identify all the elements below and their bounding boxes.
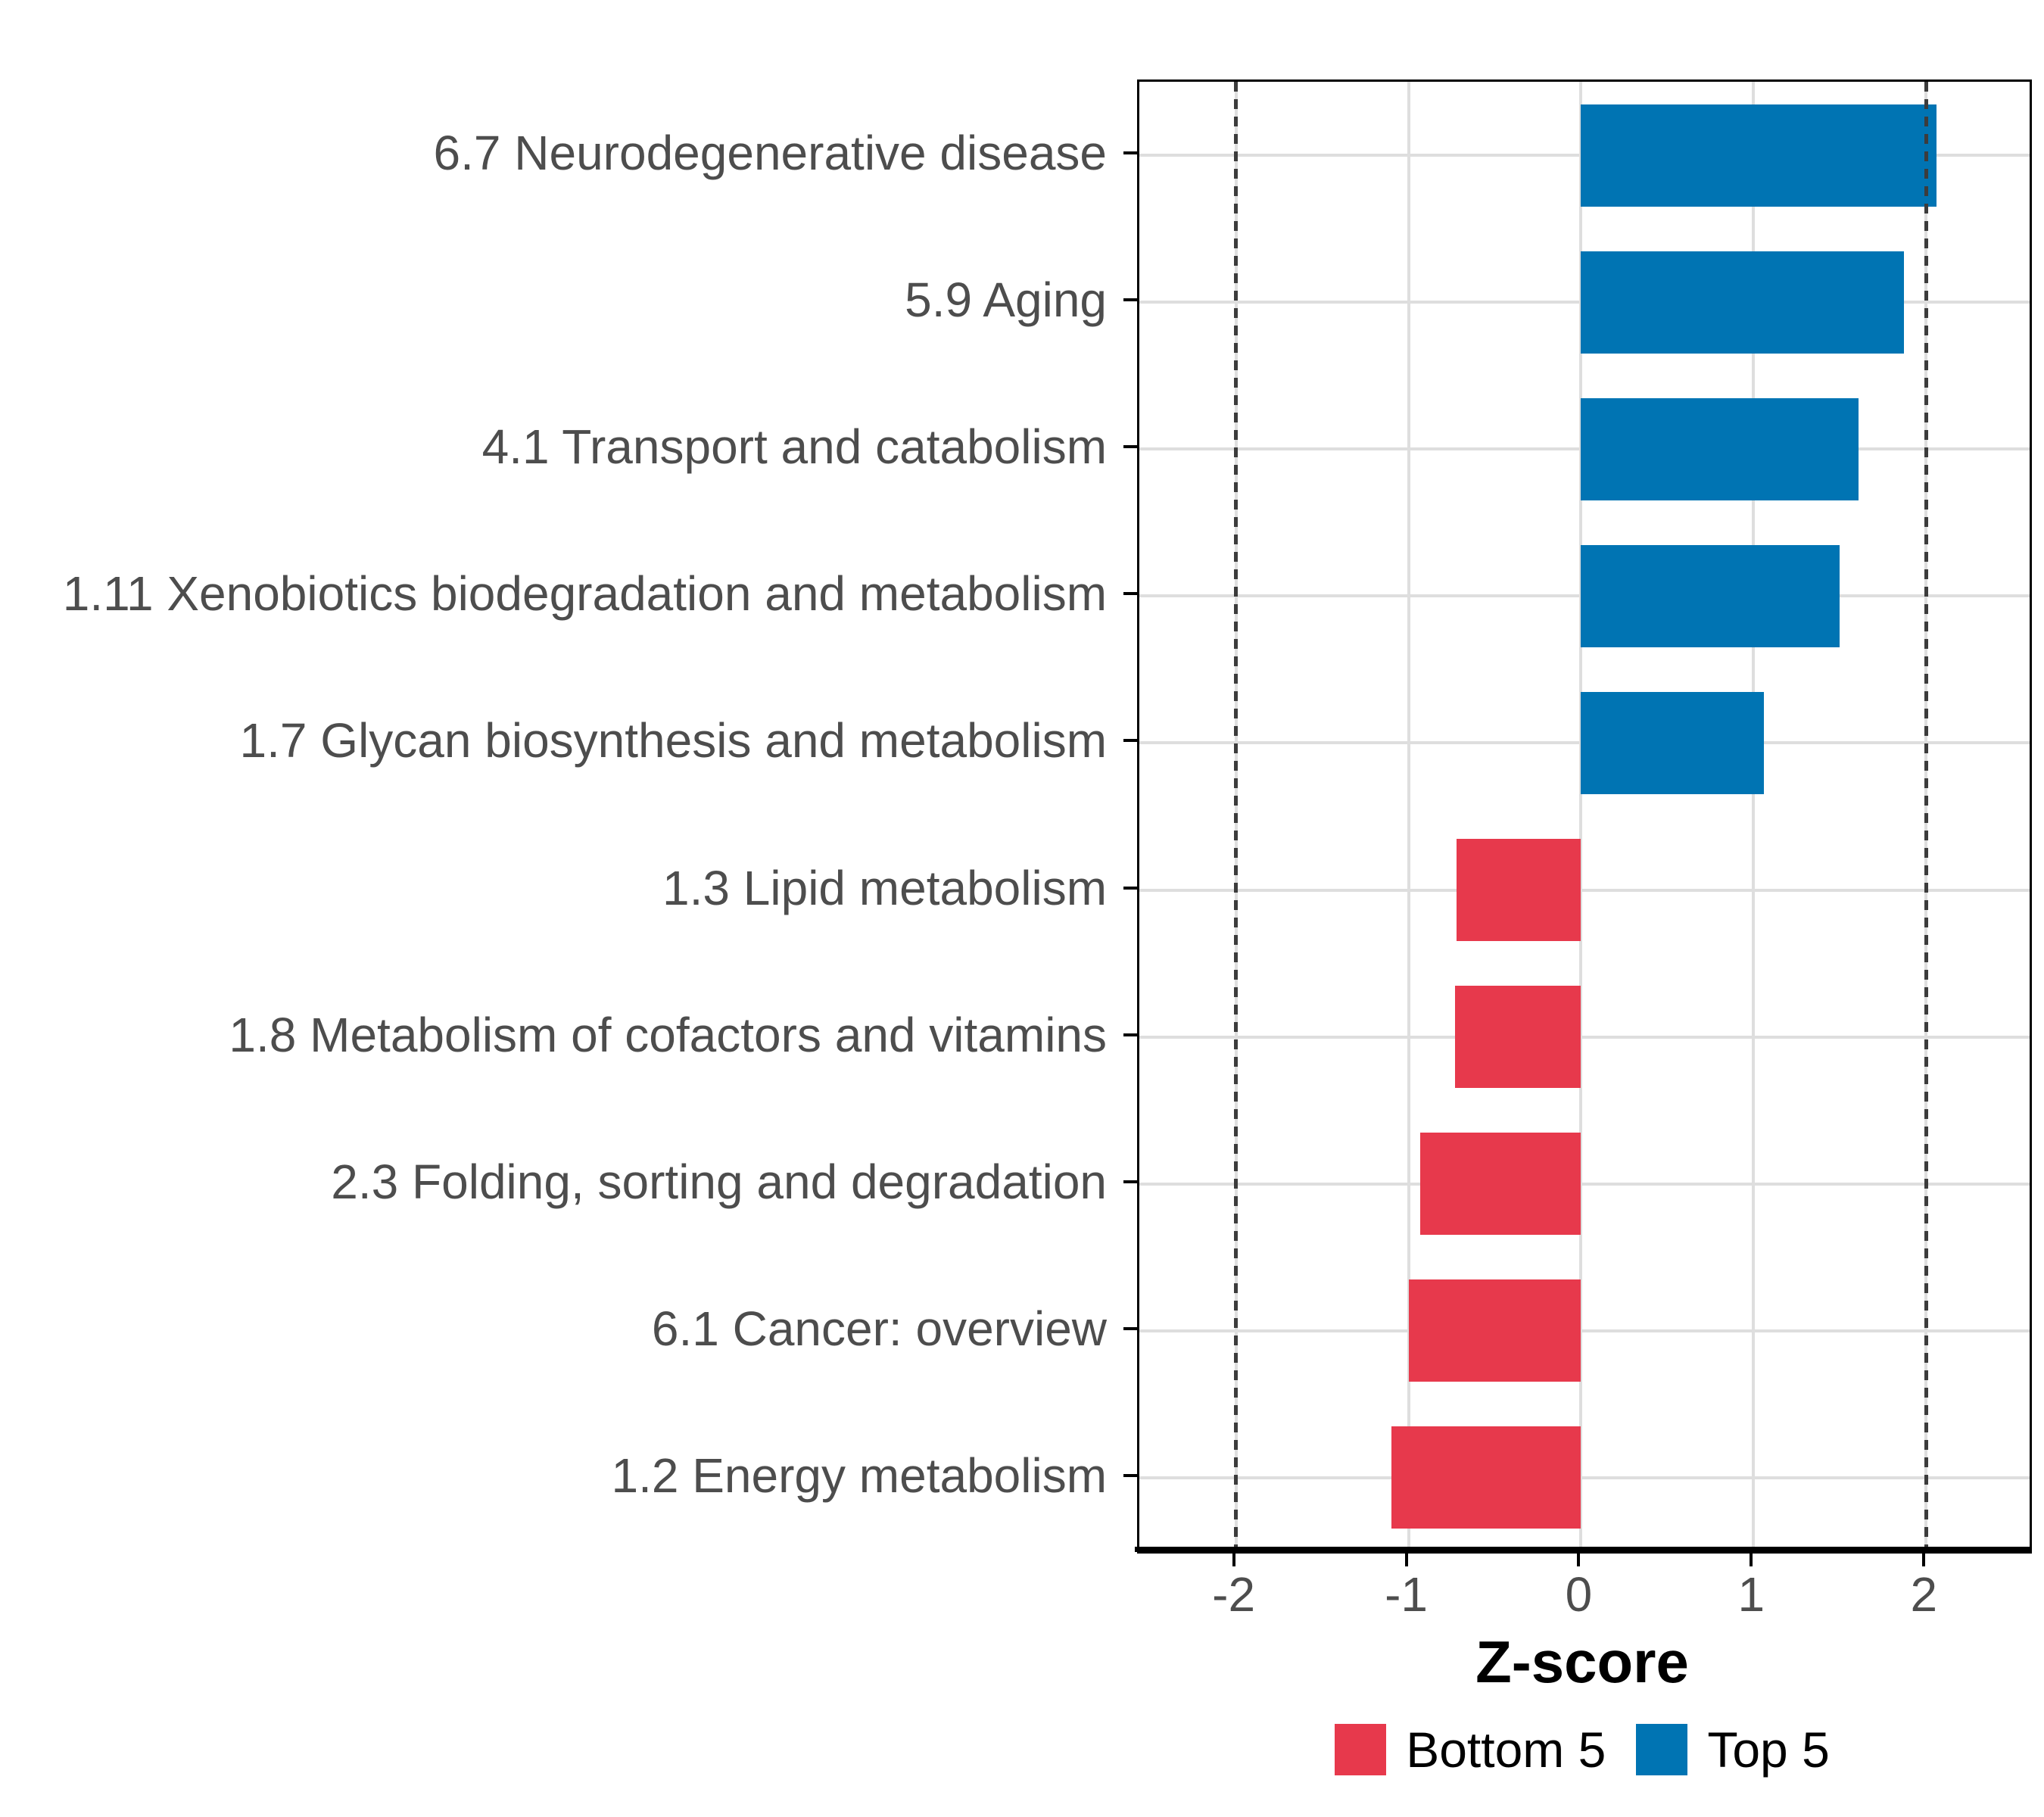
legend-item: Top 5 [1636,1721,1830,1778]
x-axis-tick [1750,1553,1753,1566]
y-axis-tick [1123,886,1137,890]
bar [1581,104,1937,207]
x-axis-line [1135,1547,2030,1552]
x-axis-tick [1404,1553,1408,1566]
x-axis-tick-label: 0 [1565,1567,1593,1622]
category-label: 4.1 Transport and catabolism [481,419,1107,475]
x-axis-title: Z-score [1475,1628,1689,1695]
y-axis-tick [1123,151,1137,155]
bar [1581,251,1904,354]
x-axis-tick [1922,1553,1926,1566]
bar [1391,1426,1581,1529]
bar [1408,1279,1581,1382]
legend-label: Bottom 5 [1406,1722,1606,1778]
category-label: 1.8 Metabolism of cofactors and vitamins [229,1007,1107,1062]
legend-label: Top 5 [1707,1722,1830,1778]
x-axis-tick-label: -2 [1212,1567,1256,1622]
x-axis-tick-label: 2 [1910,1567,1938,1622]
y-axis-tick [1123,1180,1137,1183]
y-axis-tick [1123,592,1137,596]
y-gridline [1139,888,2030,892]
bar [1457,839,1581,942]
x-axis-tick [1577,1553,1581,1566]
legend: Bottom 5 Top 5 [1137,1708,2027,1791]
category-label: 6.1 Cancer: overview [651,1301,1107,1356]
legend-item: Bottom 5 [1335,1721,1606,1778]
y-axis-tick [1123,1473,1137,1477]
x-axis-tick-label: 1 [1737,1567,1765,1622]
legend-swatch [1636,1724,1688,1775]
y-axis-tick [1123,1326,1137,1330]
category-label: 1.3 Lipid metabolism [662,860,1107,915]
x-gridline [1407,82,1410,1551]
y-gridline [1139,1035,2030,1039]
x-gridline [1752,82,1756,1551]
category-label: 1.2 Energy metabolism [611,1448,1107,1503]
y-axis-tick [1123,1033,1137,1036]
bar [1581,397,1859,500]
y-axis-tick [1123,298,1137,302]
reference-line [1234,82,1239,1551]
y-gridline [1139,1182,2030,1186]
plot-panel [1137,79,2032,1554]
category-label: 6.7 Neurodegenerative disease [433,126,1108,181]
x-gridline [1579,82,1583,1551]
bar [1581,691,1765,794]
category-label: 1.7 Glycan biosynthesis and metabolism [239,713,1107,768]
x-axis-tick [1232,1553,1235,1566]
reference-line [1924,82,1928,1551]
category-label: 1.11 Xenobiotics biodegradation and meta… [62,566,1107,622]
y-gridline [1139,1329,2030,1332]
legend-swatch [1335,1724,1387,1775]
category-label: 2.3 Folding, sorting and degradation [331,1154,1107,1209]
bar [1455,986,1581,1089]
category-label: 5.9 Aging [905,273,1107,328]
y-axis-tick [1123,739,1137,743]
bar [1420,1133,1581,1236]
bar [1581,544,1840,647]
y-axis-tick [1123,445,1137,449]
x-axis-tick-label: -1 [1385,1567,1428,1622]
y-gridline [1139,1476,2030,1479]
